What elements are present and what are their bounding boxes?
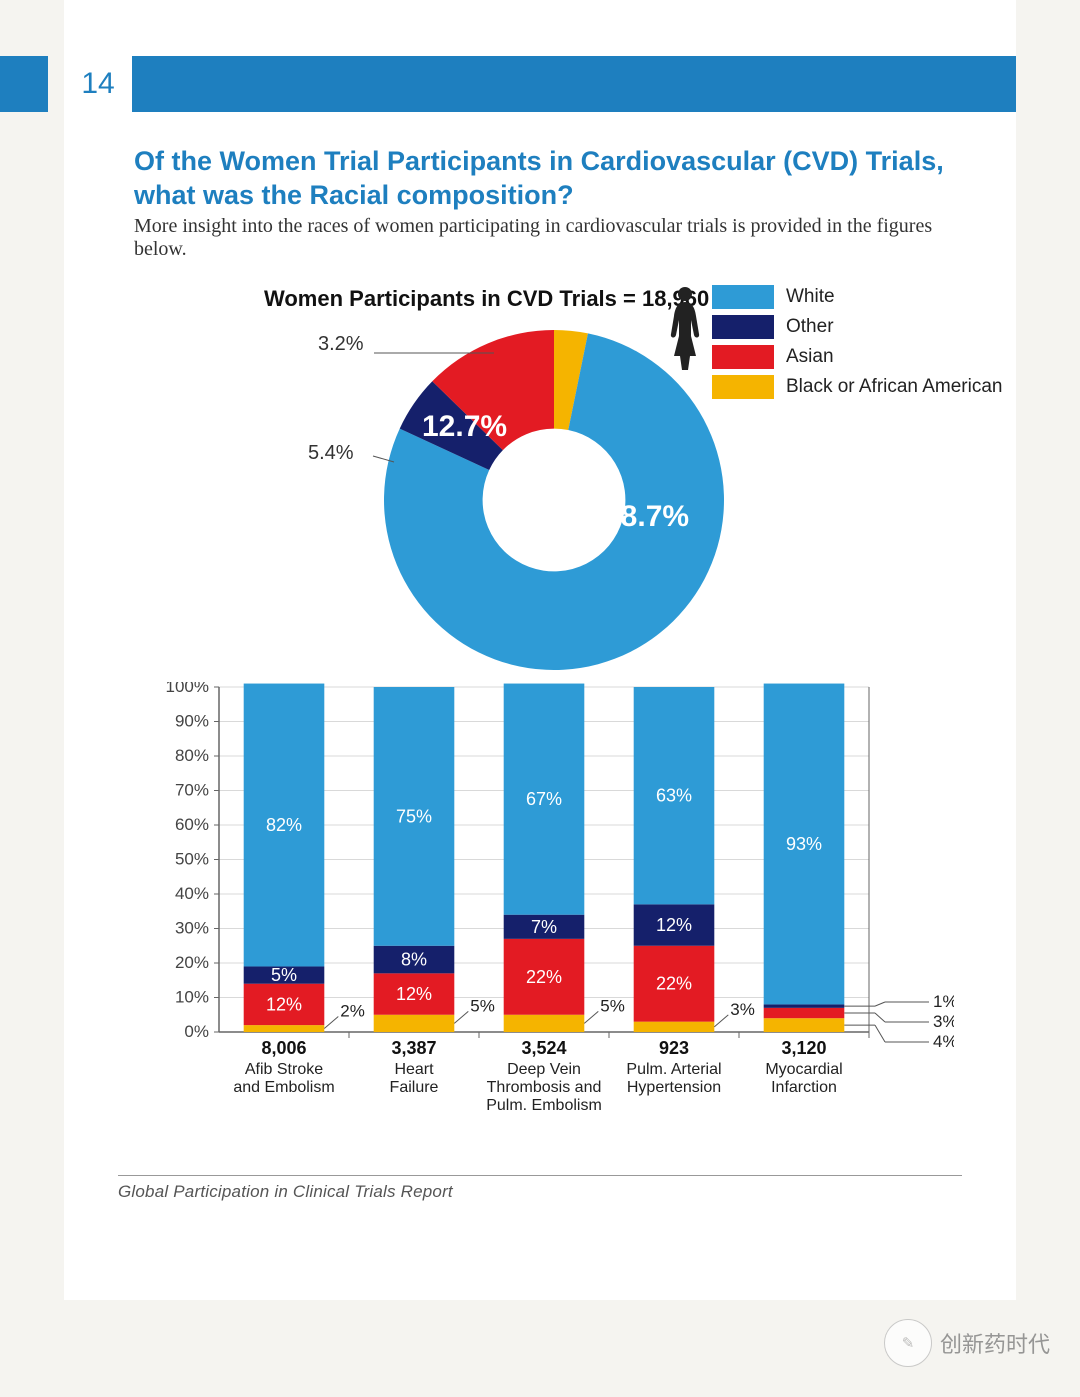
legend-row: Black or African American (712, 375, 1002, 399)
donut-label: 12.7% (422, 410, 507, 444)
legend-label: Black or African American (786, 376, 1002, 398)
svg-text:10%: 10% (175, 988, 209, 1007)
legend: White Other Asian Black or African American (712, 285, 1002, 405)
legend-label: Other (786, 316, 834, 338)
wechat-icon: ✎ (884, 1319, 932, 1367)
page-title: Of the Women Trial Participants in Cardi… (134, 145, 954, 213)
bar-value-label: 63% (656, 786, 692, 806)
bar-callout: 3% (730, 1000, 755, 1019)
svg-text:70%: 70% (175, 781, 209, 800)
category-name: Failure (390, 1079, 439, 1096)
watermark: ✎ 创新药时代 (884, 1319, 1050, 1367)
footer-text: Global Participation in Clinical Trials … (118, 1176, 962, 1202)
header-bar-left (0, 56, 48, 112)
watermark-text: 创新药时代 (940, 1327, 1050, 1359)
donut-title: Women Participants in CVD Trials = 18,96… (264, 286, 709, 312)
bar-value-label: 12% (396, 984, 432, 1004)
bar-seg-black (244, 1025, 325, 1032)
footer: Global Participation in Clinical Trials … (118, 1175, 962, 1202)
bar-value-label: 8% (401, 950, 427, 970)
legend-swatch (712, 285, 774, 309)
category-count: 3,524 (521, 1038, 566, 1058)
category-name: Pulm. Arterial (626, 1061, 721, 1078)
bar-callout: 3% (933, 1012, 954, 1031)
bar-seg-black (504, 1015, 585, 1032)
category-name: Hypertension (627, 1079, 721, 1096)
stacked-bar-chart: 0% 10% 20% 30% 40% 50% 60% 70% 80% 90% 100% 12% 5% 82… (164, 682, 954, 1122)
bar-callout: 4% (933, 1032, 954, 1051)
page-body: More insight into the races of women par… (134, 215, 964, 261)
category-name: Deep Vein (507, 1061, 581, 1078)
svg-text:40%: 40% (175, 884, 209, 903)
category-name: Afib Stroke (245, 1061, 323, 1078)
svg-text:60%: 60% (175, 815, 209, 834)
category-name: Myocardial (765, 1061, 842, 1078)
bar-value-label: 12% (656, 915, 692, 935)
legend-row: White (712, 285, 1002, 309)
category-count: 3,120 (781, 1038, 826, 1058)
donut-label: 3.2% (318, 333, 364, 356)
category-count: 8,006 (261, 1038, 306, 1058)
bar-value-label: 12% (266, 994, 302, 1014)
legend-row: Asian (712, 345, 1002, 369)
donut-label: 78.7% (604, 500, 689, 534)
bar-callout: 2% (340, 1002, 365, 1021)
bar-value-label: 67% (526, 789, 562, 809)
donut-label: 5.4% (308, 442, 354, 465)
bar-seg-black (764, 1018, 845, 1032)
svg-text:20%: 20% (175, 953, 209, 972)
bar-value-label: 82% (266, 815, 302, 835)
header-bar-right (132, 56, 1016, 112)
bar-value-label: 93% (786, 834, 822, 854)
bar-seg-other (764, 1004, 845, 1007)
category-name: Infarction (771, 1079, 837, 1096)
bar-callout: 1% (933, 992, 954, 1011)
bar-seg-black (634, 1022, 715, 1032)
page-number: 14 (64, 56, 132, 112)
legend-label: Asian (786, 346, 834, 368)
bar-value-label: 75% (396, 806, 432, 826)
bar-value-label: 22% (526, 967, 562, 987)
legend-label: White (786, 286, 835, 308)
bar-seg-black (374, 1015, 455, 1032)
bar-callout: 5% (470, 996, 495, 1015)
category-name: Heart (394, 1061, 434, 1078)
bar-seg-asian (764, 1008, 845, 1018)
svg-text:50%: 50% (175, 850, 209, 869)
svg-text:100%: 100% (166, 682, 209, 696)
category-name: Pulm. Embolism (486, 1097, 602, 1114)
category-count: 3,387 (391, 1038, 436, 1058)
bar-callout: 5% (600, 996, 625, 1015)
category-name: and Embolism (233, 1079, 334, 1096)
category-name: Thrombosis and (487, 1079, 602, 1096)
legend-row: Other (712, 315, 1002, 339)
svg-text:30%: 30% (175, 919, 209, 938)
bar-value-label: 22% (656, 974, 692, 994)
bar-value-label: 5% (271, 965, 297, 985)
svg-text:0%: 0% (184, 1022, 209, 1041)
svg-text:90%: 90% (175, 712, 209, 731)
category-count: 923 (659, 1038, 689, 1058)
svg-text:80%: 80% (175, 746, 209, 765)
bar-value-label: 7% (531, 917, 557, 937)
